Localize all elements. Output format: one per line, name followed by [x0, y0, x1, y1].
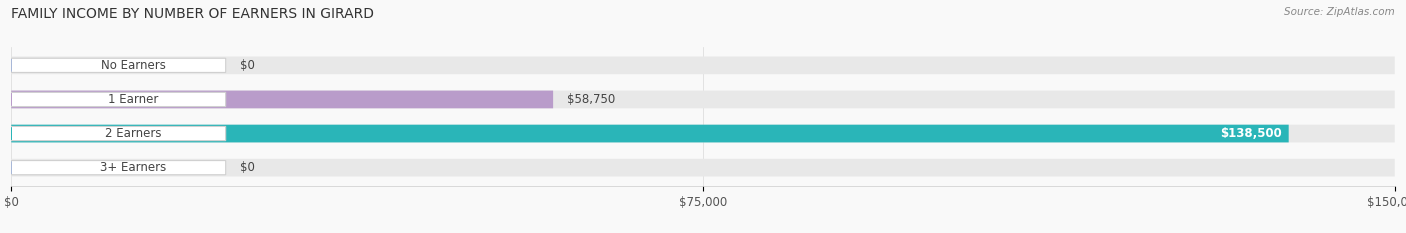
FancyBboxPatch shape [11, 92, 226, 106]
FancyBboxPatch shape [11, 159, 1395, 177]
FancyBboxPatch shape [11, 127, 226, 141]
Text: 2 Earners: 2 Earners [105, 127, 162, 140]
Text: $0: $0 [239, 161, 254, 174]
FancyBboxPatch shape [11, 161, 226, 175]
Text: $138,500: $138,500 [1220, 127, 1282, 140]
Text: Source: ZipAtlas.com: Source: ZipAtlas.com [1284, 7, 1395, 17]
FancyBboxPatch shape [11, 58, 226, 72]
Text: 3+ Earners: 3+ Earners [100, 161, 166, 174]
FancyBboxPatch shape [11, 125, 1395, 142]
FancyBboxPatch shape [11, 91, 1395, 108]
FancyBboxPatch shape [11, 56, 1395, 74]
Text: 1 Earner: 1 Earner [108, 93, 159, 106]
Text: $0: $0 [239, 59, 254, 72]
Text: FAMILY INCOME BY NUMBER OF EARNERS IN GIRARD: FAMILY INCOME BY NUMBER OF EARNERS IN GI… [11, 7, 374, 21]
FancyBboxPatch shape [11, 91, 553, 108]
FancyBboxPatch shape [11, 125, 1289, 142]
Text: No Earners: No Earners [101, 59, 166, 72]
Text: $58,750: $58,750 [567, 93, 616, 106]
